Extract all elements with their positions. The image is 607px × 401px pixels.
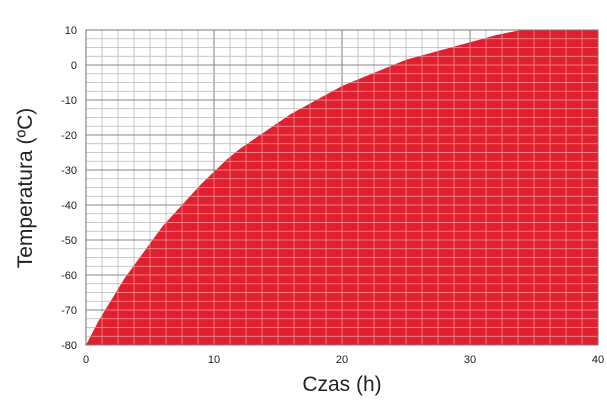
plot-border	[85, 29, 599, 346]
x-axis-title: Czas (h)	[302, 373, 381, 396]
y-tick-label: 0	[71, 60, 77, 72]
y-axis-title: Temperatura (ºC)	[14, 108, 37, 269]
y-tick-label: -40	[61, 200, 77, 212]
y-tick-label: -30	[61, 165, 77, 177]
x-tick-label: 0	[83, 354, 89, 366]
y-tick-label: -20	[61, 130, 77, 142]
y-tick-label: -10	[61, 95, 77, 107]
y-tick-label: -80	[61, 340, 77, 352]
y-tick-label: 10	[65, 25, 77, 37]
x-tick-label: 20	[336, 354, 348, 366]
plot-frame	[85, 29, 599, 346]
y-tick-label: -60	[61, 270, 77, 282]
x-tick-label: 30	[464, 354, 476, 366]
y-tick-label: -50	[61, 235, 77, 247]
x-tick-label: 40	[592, 354, 604, 366]
x-tick-label: 10	[208, 354, 220, 366]
y-tick-label: -70	[61, 305, 77, 317]
tick-labels: 10 0 -10 -20 -30 -40 -50 -60 -70 -80 0 10 20 30 40	[61, 25, 604, 366]
